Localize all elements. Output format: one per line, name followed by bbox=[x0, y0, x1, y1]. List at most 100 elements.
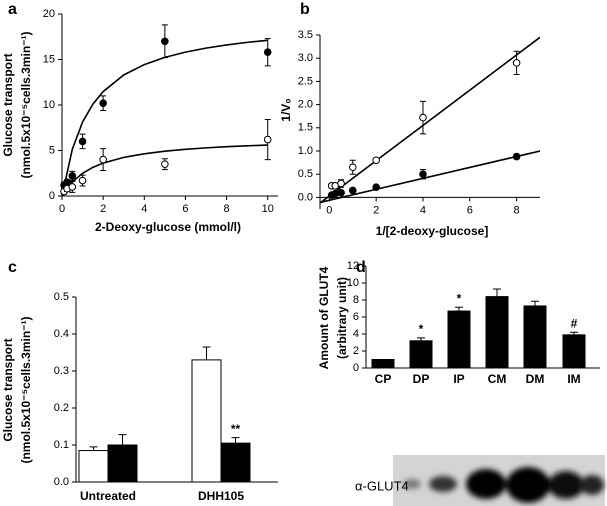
x-tick-label: 8 bbox=[514, 204, 520, 216]
data-point bbox=[263, 48, 272, 57]
x-tick-label: 10 bbox=[262, 203, 274, 215]
error-bar bbox=[493, 288, 501, 297]
y-axis-label: Amount of GLUT4 bbox=[317, 266, 331, 369]
x-tick-label: 0 bbox=[326, 204, 332, 216]
panel-letter: c bbox=[8, 259, 17, 276]
significance-label: ** bbox=[231, 422, 241, 436]
x-tick-label: 4 bbox=[420, 204, 426, 216]
bar bbox=[523, 305, 547, 369]
x-tick-label: DHH105 bbox=[198, 489, 244, 503]
y-tick-label: 0.5 bbox=[298, 168, 313, 180]
y-tick-label: 1.0 bbox=[298, 145, 313, 157]
error-bar bbox=[417, 337, 425, 341]
data-point bbox=[68, 183, 77, 191]
x-axis-label: 2-Deoxy-glucose (mmol/l) bbox=[95, 220, 241, 234]
y-tick-label: 0.5 bbox=[54, 291, 69, 303]
y-tick-label: 3.5 bbox=[298, 29, 313, 41]
blot-band bbox=[429, 476, 457, 492]
x-tick-label: CM bbox=[488, 372, 507, 386]
y-tick-label: 10 bbox=[43, 99, 55, 111]
data-point bbox=[372, 156, 380, 165]
x-axis-label: 1/[2-deoxy-glucose] bbox=[376, 224, 489, 238]
x-tick-label: 6 bbox=[182, 203, 188, 215]
error-bar bbox=[89, 446, 98, 451]
y-tick-label: 1.5 bbox=[298, 122, 313, 134]
y-axis-label: Glucose transport bbox=[1, 53, 15, 156]
bar bbox=[191, 359, 222, 483]
bar bbox=[562, 334, 586, 369]
y-tick-label: 0.0 bbox=[298, 191, 313, 203]
data-point bbox=[419, 113, 427, 122]
y-tick-label: 0 bbox=[353, 362, 359, 374]
blot-band bbox=[506, 467, 550, 503]
fit-line bbox=[62, 39, 268, 196]
x-tick-label: 6 bbox=[467, 204, 473, 216]
y-axis-label: Glucose transport bbox=[1, 338, 15, 441]
panel-letter: a bbox=[8, 1, 17, 18]
y-tick-label: 6 bbox=[353, 311, 359, 323]
data-point bbox=[372, 183, 380, 191]
bar bbox=[485, 296, 509, 369]
significance-label: # bbox=[571, 316, 578, 330]
x-tick-label: CP bbox=[375, 372, 392, 386]
fit-line bbox=[62, 144, 268, 196]
x-tick-label: 2 bbox=[100, 203, 106, 215]
y-axis-label: (nmol.5x10⁻⁵cells.3min⁻¹) bbox=[19, 316, 33, 463]
y-tick-label: 0.2 bbox=[54, 402, 69, 414]
data-point bbox=[419, 170, 427, 178]
blot-band bbox=[403, 479, 421, 489]
y-axis-label: (arbitrary unit) bbox=[335, 277, 349, 359]
y-tick-label: 5 bbox=[49, 144, 55, 156]
data-point bbox=[78, 137, 87, 146]
error-bar bbox=[231, 437, 240, 444]
data-point bbox=[512, 59, 521, 67]
data-point bbox=[348, 186, 357, 195]
x-tick-label: IP bbox=[453, 372, 464, 386]
data-point bbox=[512, 152, 521, 161]
y-tick-label: 0.4 bbox=[54, 328, 69, 340]
data-point bbox=[99, 99, 107, 107]
data-point bbox=[337, 188, 345, 197]
x-tick-label: 0 bbox=[59, 203, 65, 215]
data-point bbox=[68, 172, 77, 180]
y-tick-label: 2.5 bbox=[298, 75, 313, 87]
y-tick-label: 0.3 bbox=[54, 365, 69, 377]
error-bar bbox=[570, 331, 578, 335]
bar bbox=[78, 450, 109, 483]
data-point bbox=[263, 135, 272, 144]
blot-band bbox=[580, 475, 604, 495]
data-point bbox=[78, 176, 87, 185]
y-tick-label: 8 bbox=[353, 294, 359, 306]
fit-line bbox=[320, 36, 540, 204]
y-tick-label: 0.1 bbox=[54, 439, 69, 451]
bar bbox=[220, 442, 251, 483]
y-tick-label: 10 bbox=[347, 277, 359, 289]
data-point bbox=[99, 155, 107, 164]
y-tick-label: 0 bbox=[49, 190, 55, 202]
panel-letter: d bbox=[356, 259, 366, 276]
y-axis-label: (nmol.5x10⁻⁵cells.3min⁻¹) bbox=[19, 31, 33, 178]
fit-line bbox=[320, 150, 540, 204]
western-blot bbox=[393, 455, 605, 506]
error-bar bbox=[455, 306, 463, 312]
y-tick-label: 15 bbox=[43, 53, 55, 65]
blot-band bbox=[466, 469, 506, 499]
x-tick-label: 2 bbox=[373, 204, 379, 216]
x-tick-label: IM bbox=[567, 372, 580, 386]
panel-letter: b bbox=[300, 1, 310, 18]
error-bar bbox=[118, 434, 127, 445]
x-tick-label: 4 bbox=[141, 203, 147, 215]
error-bar bbox=[531, 300, 539, 306]
x-tick-label: Untreated bbox=[80, 489, 136, 503]
bar bbox=[447, 310, 471, 369]
bar bbox=[371, 359, 395, 369]
data-point bbox=[161, 160, 169, 168]
y-tick-label: 3.0 bbox=[298, 52, 313, 64]
y-tick-label: 2.0 bbox=[298, 99, 313, 111]
bar bbox=[107, 444, 138, 483]
data-point bbox=[161, 37, 169, 46]
data-point bbox=[348, 163, 357, 172]
y-tick-label: 4 bbox=[353, 328, 359, 340]
y-tick-label: 20 bbox=[43, 8, 55, 20]
